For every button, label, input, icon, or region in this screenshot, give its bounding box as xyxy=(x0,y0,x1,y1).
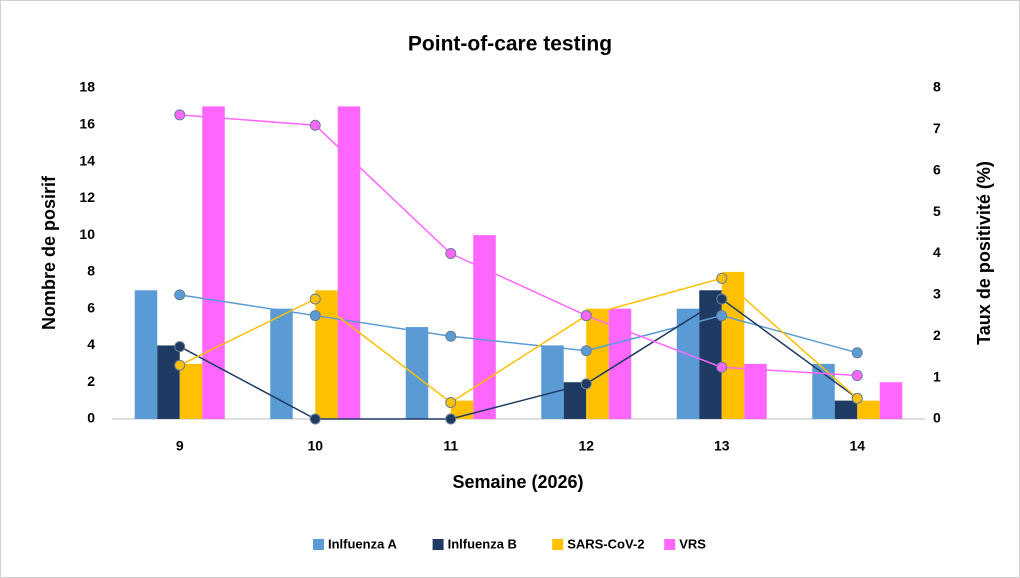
y-tick-label: 14 xyxy=(79,152,95,168)
rate-point xyxy=(580,345,592,357)
y-tick-label: 6 xyxy=(87,299,95,315)
y-axis-title: Nombre de posirif xyxy=(39,175,59,330)
legend-label: Inlfuenza B xyxy=(448,536,517,551)
y-tick-label: 4 xyxy=(87,336,95,352)
y2-tick-label: 2 xyxy=(933,327,941,343)
rate-point xyxy=(174,109,186,121)
legend-label: VRS xyxy=(679,536,706,551)
rate-point xyxy=(716,272,728,284)
bar xyxy=(676,308,700,419)
y2-axis-title: Taux de positivité (%) xyxy=(974,161,994,345)
bar xyxy=(179,363,203,419)
rate-point xyxy=(716,293,728,305)
y2-tick-label: 8 xyxy=(933,79,941,95)
legend-swatch xyxy=(552,539,564,550)
rate-point xyxy=(851,370,863,382)
bar xyxy=(202,106,225,419)
bar xyxy=(270,308,293,419)
rate-point xyxy=(716,361,728,373)
rate-line xyxy=(179,277,858,404)
legend-swatch xyxy=(313,539,324,550)
bar xyxy=(744,363,767,419)
rate-point xyxy=(174,341,186,353)
bar xyxy=(563,382,587,419)
y2-tick-label: 3 xyxy=(933,286,941,302)
rate-point xyxy=(580,378,592,390)
y-tick-label: 0 xyxy=(87,410,95,426)
legend-label: SARS-CoV-2 xyxy=(567,536,644,551)
legend-swatch xyxy=(664,539,676,550)
x-tick-label: 10 xyxy=(307,438,323,454)
bar xyxy=(541,345,564,419)
bar xyxy=(337,106,361,419)
bar xyxy=(812,363,835,419)
bar xyxy=(405,327,429,419)
rate-point xyxy=(309,413,321,425)
rate-point xyxy=(174,359,186,371)
y-tick-label: 16 xyxy=(79,115,95,131)
rate-line xyxy=(179,294,858,354)
y-tick-label: 10 xyxy=(79,226,95,242)
rate-point xyxy=(309,310,321,322)
bar xyxy=(157,345,180,419)
chart-title: Point-of-care testing xyxy=(408,33,612,56)
bar xyxy=(699,290,722,419)
x-axis-title: Semaine (2026) xyxy=(452,472,583,492)
rate-point xyxy=(174,289,186,301)
rate-point xyxy=(851,347,863,359)
rate-point xyxy=(445,396,457,408)
rate-point xyxy=(580,310,592,322)
y2-tick-label: 7 xyxy=(933,120,941,136)
bar xyxy=(857,400,880,419)
rate-line xyxy=(179,298,858,420)
x-tick-label: 9 xyxy=(176,438,184,454)
y-tick-label: 18 xyxy=(79,79,95,95)
y2-tick-label: 1 xyxy=(933,368,941,384)
rate-point xyxy=(309,293,321,305)
bar xyxy=(586,308,609,419)
rate-point xyxy=(309,119,321,131)
legend-swatch xyxy=(432,539,444,550)
rate-point xyxy=(851,392,863,404)
y-tick-label: 12 xyxy=(79,189,95,205)
rate-point xyxy=(445,413,457,425)
rate-point xyxy=(445,330,457,342)
bar xyxy=(134,290,158,419)
x-tick-label: 13 xyxy=(714,438,730,454)
rate-point xyxy=(445,248,457,259)
y-tick-label: 8 xyxy=(87,263,95,279)
bar xyxy=(721,271,745,419)
bar xyxy=(473,235,496,419)
x-tick-label: 11 xyxy=(443,438,458,454)
y2-tick-label: 0 xyxy=(933,410,941,426)
y2-tick-label: 5 xyxy=(933,203,941,219)
rate-point xyxy=(716,310,728,322)
legend-label: Inlfuenza A xyxy=(328,536,397,551)
rate-line xyxy=(179,114,858,377)
bar xyxy=(608,308,632,419)
y2-tick-label: 6 xyxy=(933,161,941,177)
bar xyxy=(834,400,858,419)
x-tick-label: 12 xyxy=(578,438,594,454)
bar xyxy=(879,382,903,419)
y-tick-label: 2 xyxy=(87,373,95,389)
x-tick-label: 14 xyxy=(849,438,865,454)
bar xyxy=(315,290,338,419)
y2-tick-label: 4 xyxy=(933,244,941,260)
